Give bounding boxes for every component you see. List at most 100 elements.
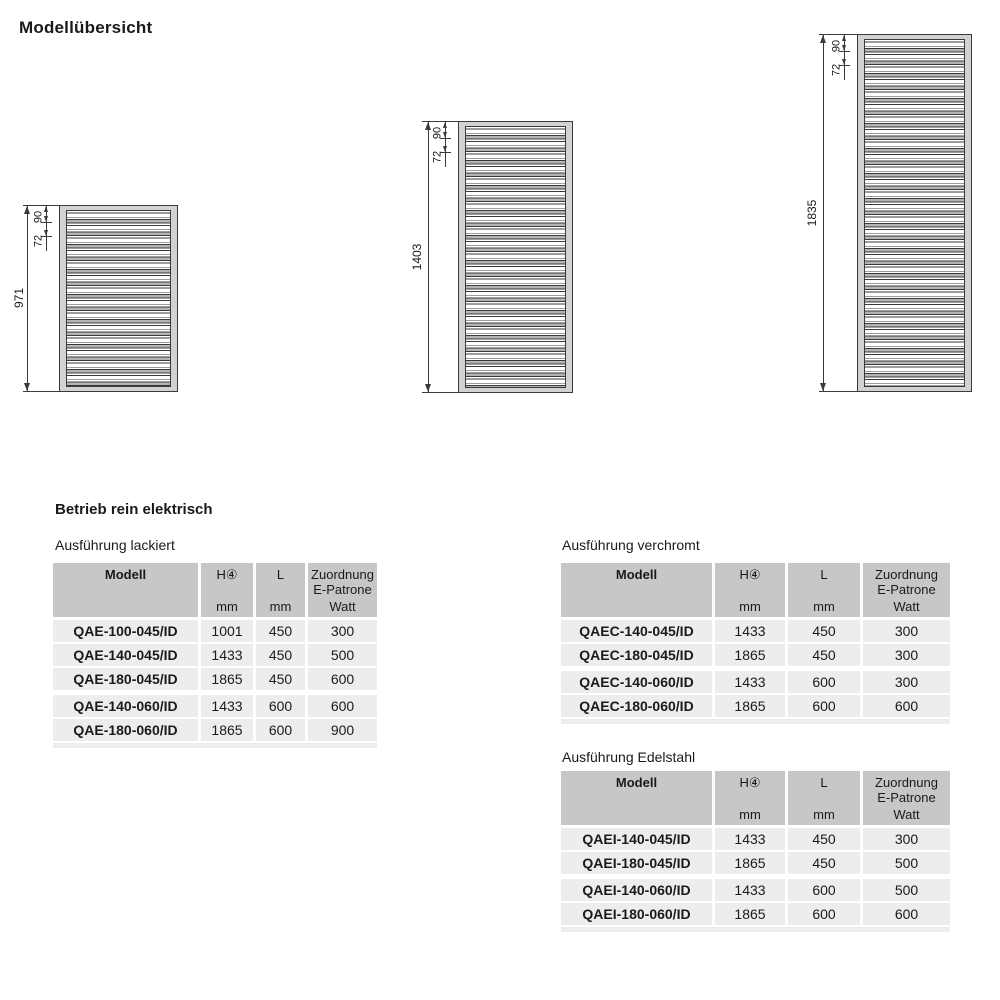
header-label-line: E-Patrone xyxy=(877,582,936,597)
header-unit: mm xyxy=(813,599,835,614)
table-row: QAEI-140-045/ID 1433 450 300 xyxy=(561,828,950,850)
dimension-line-top-spacing xyxy=(46,205,47,251)
arrow-down-icon xyxy=(44,230,48,236)
table-cell: 600 xyxy=(788,903,860,925)
dimension-label-72: 72 xyxy=(830,63,843,77)
header-unit-line: Watt xyxy=(893,599,920,614)
table-cell: 600 xyxy=(308,695,377,717)
table-row: QAEI-180-045/ID 1865 450 500 xyxy=(561,852,950,874)
radiator-tubes xyxy=(864,39,965,387)
header-label: Zuordnung E-Patrone xyxy=(311,567,374,597)
table-cell: 450 xyxy=(256,668,305,690)
table-cell: 600 xyxy=(308,668,377,690)
tick-90 xyxy=(41,222,52,223)
header-unit: Watt xyxy=(329,599,355,614)
dimension-line-height xyxy=(823,35,824,391)
table-cell: 1433 xyxy=(201,695,253,717)
header-unit-line: Watt xyxy=(893,807,920,822)
table-row: QAE-140-060/ID 1433 600 600 xyxy=(53,695,377,717)
header-unit-line: mm xyxy=(216,599,238,614)
table-cell: 1433 xyxy=(201,644,253,666)
table-cell: QAE-180-060/ID xyxy=(53,719,198,741)
table-row: QAEC-140-045/ID 1433 450 300 xyxy=(561,620,950,642)
table-row: QAEI-180-060/ID 1865 600 600 xyxy=(561,903,950,925)
table-cell: 1433 xyxy=(715,879,785,901)
header-unit-line: mm xyxy=(813,807,835,822)
table-cell: 500 xyxy=(308,644,377,666)
table-cell: 600 xyxy=(256,719,305,741)
table-header-cell: H④ mm xyxy=(715,771,785,825)
arrow-up-icon xyxy=(820,35,826,43)
header-label-line: Modell xyxy=(615,775,658,790)
dimension-label-90: 90 xyxy=(431,126,444,140)
header-unit-line: mm xyxy=(813,599,835,614)
header-label-line: E-Patrone xyxy=(877,790,936,805)
table-cell: QAEI-180-060/ID xyxy=(561,903,712,925)
table-row: QAEC-180-060/ID 1865 600 600 xyxy=(561,695,950,717)
table-row: QAEI-140-060/ID 1433 600 500 xyxy=(561,879,950,901)
table-cell: 300 xyxy=(863,671,950,693)
header-label-line: L xyxy=(820,567,828,582)
table-cell: QAEI-180-045/ID xyxy=(561,852,712,874)
arrow-down-icon xyxy=(820,383,826,391)
dimension-line-height xyxy=(27,206,28,391)
table-cell: 600 xyxy=(788,695,860,717)
table-cell: 450 xyxy=(788,828,860,850)
table-cell: 500 xyxy=(863,879,950,901)
header-label-line: L xyxy=(276,567,285,582)
table-cell: 1865 xyxy=(201,668,253,690)
table-cell: QAEC-180-045/ID xyxy=(561,644,712,666)
dimension-label-90: 90 xyxy=(830,39,843,53)
table-header-cell: Zuordnung E-Patrone Watt xyxy=(308,563,377,617)
table-row: QAEC-180-045/ID 1865 450 300 xyxy=(561,644,950,666)
dimension-label-total-height: 971 xyxy=(12,287,26,309)
table-title-edelstahl: Ausführung Edelstahl xyxy=(562,749,696,765)
header-label: H④ xyxy=(739,775,760,790)
header-unit-line: mm xyxy=(739,807,761,822)
header-label-line: Modell xyxy=(615,567,658,582)
arrow-up-icon xyxy=(443,122,447,128)
header-unit: Watt xyxy=(893,599,919,614)
table-cell: 1433 xyxy=(715,620,785,642)
extension-line-bottom xyxy=(23,391,59,392)
table-header-cell: Modell xyxy=(561,771,712,825)
radiator-frame xyxy=(857,34,972,392)
arrow-up-icon xyxy=(425,122,431,130)
table-header-cell: H④ mm xyxy=(201,563,253,617)
table-bottom-strip xyxy=(561,927,950,932)
header-label: Modell xyxy=(616,775,657,790)
radiator-frame xyxy=(59,205,178,392)
table-bottom-strip xyxy=(53,743,377,748)
table-cell: 300 xyxy=(863,620,950,642)
dimension-line-top-spacing xyxy=(844,34,845,80)
table-row: QAE-180-045/ID 1865 450 600 xyxy=(53,668,377,690)
header-label-line: Zuordnung xyxy=(875,567,938,582)
table-cell: QAE-100-045/ID xyxy=(53,620,198,642)
tick-90 xyxy=(839,51,850,52)
table-row: QAE-140-045/ID 1433 450 500 xyxy=(53,644,377,666)
table-cell: 1433 xyxy=(715,671,785,693)
table-cell: 300 xyxy=(863,644,950,666)
dimension-label-72: 72 xyxy=(431,150,444,164)
header-label-line: H④ xyxy=(739,567,761,582)
header-unit: mm xyxy=(739,599,761,614)
dimension-line-top-spacing xyxy=(445,121,446,167)
dimension-line-height xyxy=(428,122,429,392)
header-label-line: H④ xyxy=(216,567,238,582)
table-title-verchromt: Ausführung verchromt xyxy=(562,537,700,553)
radiator-frame xyxy=(458,121,573,393)
header-unit: mm xyxy=(739,807,761,822)
table-cell: QAEI-140-045/ID xyxy=(561,828,712,850)
table-cell: 450 xyxy=(256,644,305,666)
radiator-tubes xyxy=(465,126,566,388)
table-title-lackiert: Ausführung lackiert xyxy=(55,537,175,553)
table-row: QAEC-140-060/ID 1433 600 300 xyxy=(561,671,950,693)
arrow-down-icon xyxy=(443,132,447,138)
arrow-up-icon xyxy=(842,35,846,41)
header-label: H④ xyxy=(739,567,760,582)
table-cell: 600 xyxy=(256,695,305,717)
